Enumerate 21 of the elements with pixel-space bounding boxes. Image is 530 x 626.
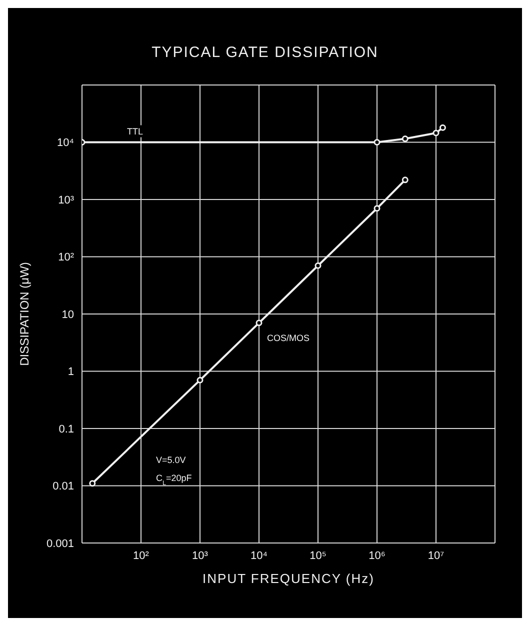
chart-title: TYPICAL GATE DISSIPATION [150,44,380,61]
y-tick-label: 10² [58,252,74,264]
x-tick-label: 10⁶ [368,550,386,562]
x-tick-label: 10³ [192,550,208,562]
annotation: C$_{L}$=20pF [156,473,192,486]
x-tick-label: 10⁴ [250,550,268,562]
y-tick-label: 0.1 [58,423,74,436]
x-tick-label: 10² [133,550,150,562]
y-tick-label: 10³ [58,194,74,206]
y-axis-title: DISSIPATION (μW) [17,262,32,366]
y-tick-label: 1 [68,366,74,378]
y-tick-label: 0.01 [52,480,74,493]
annotation: V=5.0V [156,455,186,465]
series-label: TTL [127,126,144,136]
x-tick-label: 10⁷ [428,550,444,562]
series-label: COS/MOS [267,332,310,343]
x-tick-label: 10⁵ [310,550,326,562]
y-tick-label: 10 [62,308,74,321]
x-axis-title: INPUT FREQUENCY (Hz) [202,571,374,586]
y-tick-label: 0.001 [46,538,74,550]
y-tick-label: 10⁴ [57,137,74,150]
